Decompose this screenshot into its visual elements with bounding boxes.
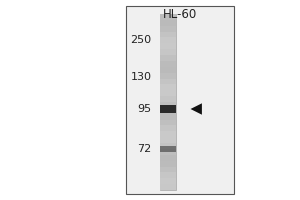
Bar <box>160 37 176 43</box>
Bar <box>160 114 176 120</box>
Bar <box>160 102 176 108</box>
Bar <box>160 20 176 26</box>
Text: 95: 95 <box>137 104 152 114</box>
Bar <box>126 6 234 194</box>
Bar <box>160 146 176 152</box>
Bar <box>160 105 176 113</box>
Bar <box>160 14 176 20</box>
Bar <box>160 131 176 137</box>
Text: 130: 130 <box>130 72 152 82</box>
Bar <box>160 14 176 190</box>
Bar <box>160 96 176 102</box>
Bar <box>160 43 176 49</box>
Bar <box>160 143 176 149</box>
Bar <box>160 55 176 61</box>
Bar <box>160 184 176 190</box>
Polygon shape <box>190 103 202 115</box>
Bar <box>160 166 176 172</box>
Bar <box>160 49 176 55</box>
Bar <box>160 90 176 96</box>
Bar <box>160 172 176 178</box>
Bar <box>160 78 176 84</box>
Bar <box>160 149 176 155</box>
Bar <box>160 108 176 114</box>
Bar <box>160 31 176 37</box>
Bar <box>160 137 176 143</box>
Bar <box>160 160 176 167</box>
Bar <box>160 125 176 131</box>
Bar <box>160 61 176 67</box>
Text: HL-60: HL-60 <box>163 7 197 21</box>
Bar <box>160 119 176 125</box>
Bar <box>160 155 176 161</box>
Bar <box>160 84 176 90</box>
Text: 250: 250 <box>130 35 152 45</box>
Bar <box>160 178 176 184</box>
Bar <box>160 72 176 79</box>
Text: 72: 72 <box>137 144 152 154</box>
Bar <box>160 26 176 32</box>
Bar <box>160 67 176 73</box>
